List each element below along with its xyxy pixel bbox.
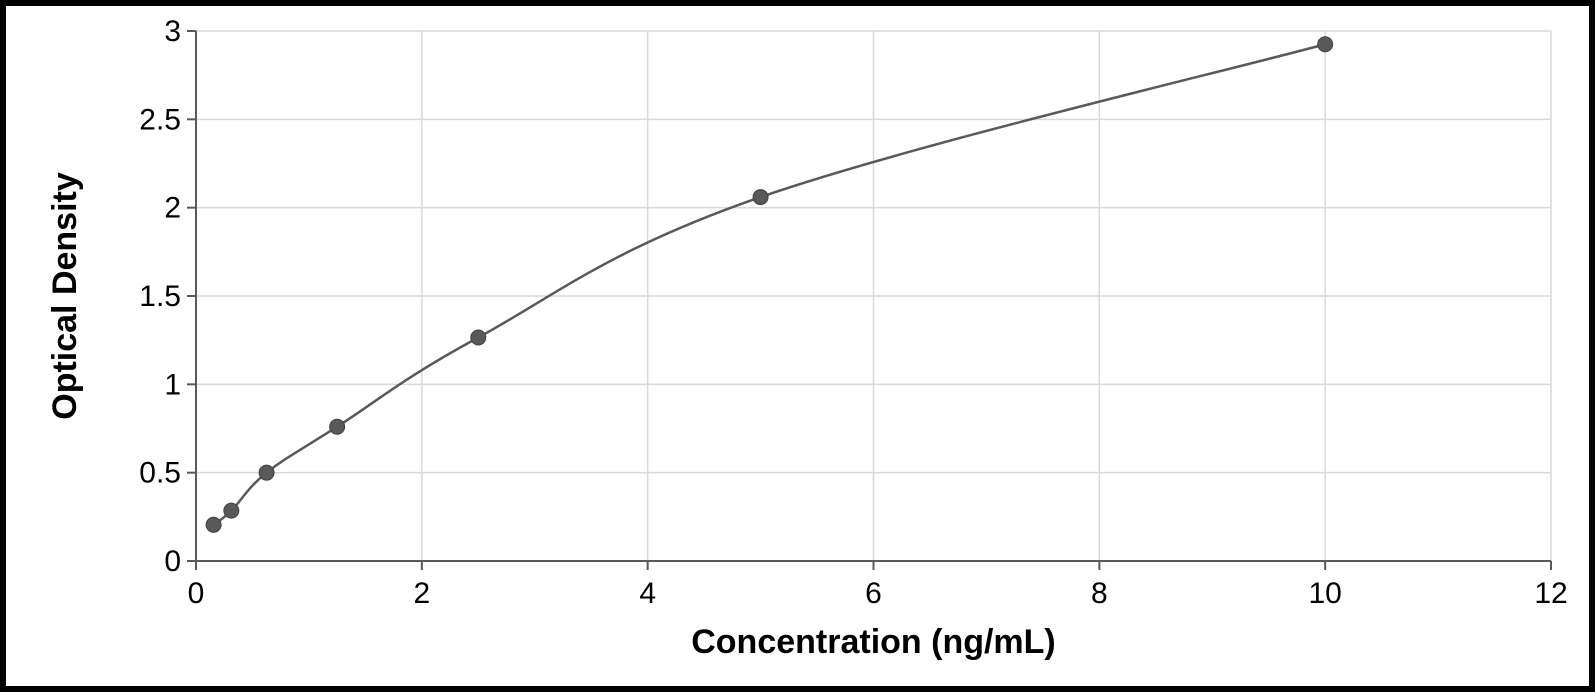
- x-tick-label: 2: [413, 577, 430, 610]
- x-tick-label: 6: [865, 577, 882, 610]
- data-point: [753, 190, 768, 205]
- data-point: [224, 503, 239, 518]
- y-tick-label: 0: [164, 545, 181, 578]
- x-axis-title: Concentration (ng/mL): [691, 623, 1056, 661]
- y-tick-label: 3: [164, 15, 181, 48]
- chart-svg: 0 2 4 6 8 10 12 0 0.5 1 1.5 2 2.5 3 Concentration (ng/…: [6, 6, 1589, 686]
- x-tick-label: 0: [188, 577, 205, 610]
- data-point: [330, 419, 345, 434]
- y-tick-label: 2.5: [139, 103, 181, 136]
- y-tick-label: 0.5: [139, 457, 181, 490]
- x-tick-label: 10: [1308, 577, 1341, 610]
- data-point: [206, 517, 221, 532]
- y-tick-label: 1.5: [139, 280, 181, 313]
- data-point: [471, 330, 486, 345]
- data-point: [259, 465, 274, 480]
- y-tick-label: 1: [164, 368, 181, 401]
- x-tick-label: 4: [639, 577, 656, 610]
- x-tick-label: 8: [1091, 577, 1108, 610]
- data-point: [1318, 37, 1333, 52]
- chart-frame: 0 2 4 6 8 10 12 0 0.5 1 1.5 2 2.5 3 Concentration (ng/…: [0, 0, 1595, 692]
- x-tick-label: 12: [1534, 577, 1567, 610]
- y-axis-title: Optical Density: [46, 172, 84, 420]
- y-tick-label: 2: [164, 192, 181, 225]
